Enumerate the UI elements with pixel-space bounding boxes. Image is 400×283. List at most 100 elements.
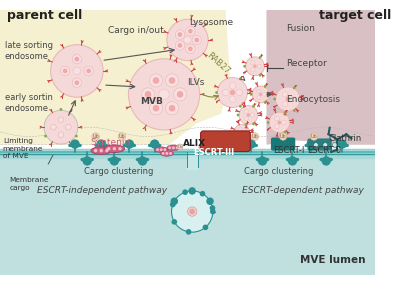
Circle shape: [188, 187, 196, 195]
Circle shape: [44, 135, 47, 138]
Circle shape: [257, 96, 260, 100]
Circle shape: [188, 46, 193, 51]
Text: ALIX: ALIX: [183, 139, 206, 148]
Circle shape: [275, 116, 279, 121]
Polygon shape: [0, 149, 375, 158]
Circle shape: [262, 93, 266, 96]
Circle shape: [282, 92, 288, 97]
Circle shape: [156, 148, 159, 151]
Circle shape: [247, 113, 250, 117]
Circle shape: [113, 147, 116, 151]
Circle shape: [239, 105, 242, 108]
Circle shape: [199, 145, 204, 151]
Circle shape: [252, 86, 269, 103]
Ellipse shape: [144, 158, 149, 161]
Circle shape: [192, 35, 202, 45]
FancyBboxPatch shape: [200, 131, 250, 152]
Text: Cargo clustering: Cargo clustering: [244, 167, 313, 176]
Text: ESCRT-dependent pathway: ESCRT-dependent pathway: [242, 186, 364, 195]
Circle shape: [92, 133, 99, 140]
Circle shape: [44, 110, 78, 144]
Circle shape: [200, 191, 205, 196]
Circle shape: [70, 139, 80, 149]
Circle shape: [74, 80, 79, 85]
Circle shape: [232, 130, 235, 133]
Ellipse shape: [167, 145, 180, 151]
Circle shape: [153, 77, 159, 84]
Ellipse shape: [320, 158, 324, 161]
Circle shape: [210, 205, 215, 211]
Circle shape: [264, 85, 267, 88]
Circle shape: [174, 88, 187, 101]
Circle shape: [188, 29, 193, 33]
Circle shape: [172, 191, 213, 232]
Circle shape: [74, 57, 79, 61]
Circle shape: [284, 111, 286, 114]
Ellipse shape: [313, 144, 318, 147]
Ellipse shape: [253, 144, 258, 147]
Circle shape: [169, 152, 172, 155]
Ellipse shape: [281, 144, 286, 147]
Text: ESCRT-III: ESCRT-III: [193, 148, 234, 157]
Circle shape: [230, 90, 235, 95]
Ellipse shape: [148, 144, 153, 147]
Circle shape: [153, 105, 159, 112]
Circle shape: [259, 74, 262, 77]
Circle shape: [194, 38, 199, 42]
Circle shape: [215, 91, 218, 94]
Circle shape: [284, 131, 286, 134]
Circle shape: [58, 117, 64, 123]
Circle shape: [169, 77, 175, 84]
Ellipse shape: [156, 144, 162, 147]
Ellipse shape: [256, 158, 261, 161]
Circle shape: [282, 101, 288, 106]
Circle shape: [118, 133, 126, 140]
Circle shape: [253, 65, 257, 68]
Ellipse shape: [304, 144, 310, 147]
Ellipse shape: [286, 158, 291, 161]
Text: Fusion: Fusion: [286, 24, 315, 33]
Circle shape: [238, 133, 242, 136]
Circle shape: [245, 123, 248, 126]
Circle shape: [96, 139, 106, 149]
Circle shape: [239, 77, 242, 80]
Circle shape: [251, 61, 255, 65]
Circle shape: [246, 139, 256, 149]
Circle shape: [338, 139, 347, 149]
Ellipse shape: [68, 144, 73, 147]
Circle shape: [150, 102, 162, 115]
Circle shape: [259, 93, 262, 96]
Circle shape: [323, 143, 328, 147]
Text: MVE lumen: MVE lumen: [300, 255, 366, 265]
Circle shape: [290, 97, 296, 102]
Circle shape: [164, 148, 166, 151]
Ellipse shape: [136, 158, 141, 161]
Circle shape: [177, 144, 183, 150]
Ellipse shape: [131, 144, 136, 147]
Circle shape: [166, 152, 168, 155]
Ellipse shape: [89, 158, 94, 161]
Circle shape: [236, 89, 242, 96]
Circle shape: [234, 124, 249, 139]
Circle shape: [257, 64, 261, 68]
Circle shape: [172, 146, 175, 149]
Circle shape: [175, 30, 185, 39]
Ellipse shape: [294, 158, 299, 161]
Circle shape: [63, 68, 67, 73]
Text: target cell: target cell: [319, 9, 391, 22]
Circle shape: [178, 32, 182, 37]
Circle shape: [293, 109, 296, 112]
Text: Ub: Ub: [311, 134, 317, 139]
Circle shape: [177, 91, 183, 98]
Circle shape: [73, 67, 81, 75]
Text: RAB27: RAB27: [204, 50, 231, 76]
Circle shape: [222, 89, 229, 96]
Circle shape: [218, 78, 248, 108]
Ellipse shape: [77, 144, 82, 147]
Circle shape: [269, 112, 290, 133]
Circle shape: [51, 124, 56, 130]
Ellipse shape: [116, 158, 121, 161]
Text: ESCRT-I: ESCRT-I: [273, 146, 304, 155]
Circle shape: [175, 41, 185, 50]
Circle shape: [189, 209, 195, 214]
